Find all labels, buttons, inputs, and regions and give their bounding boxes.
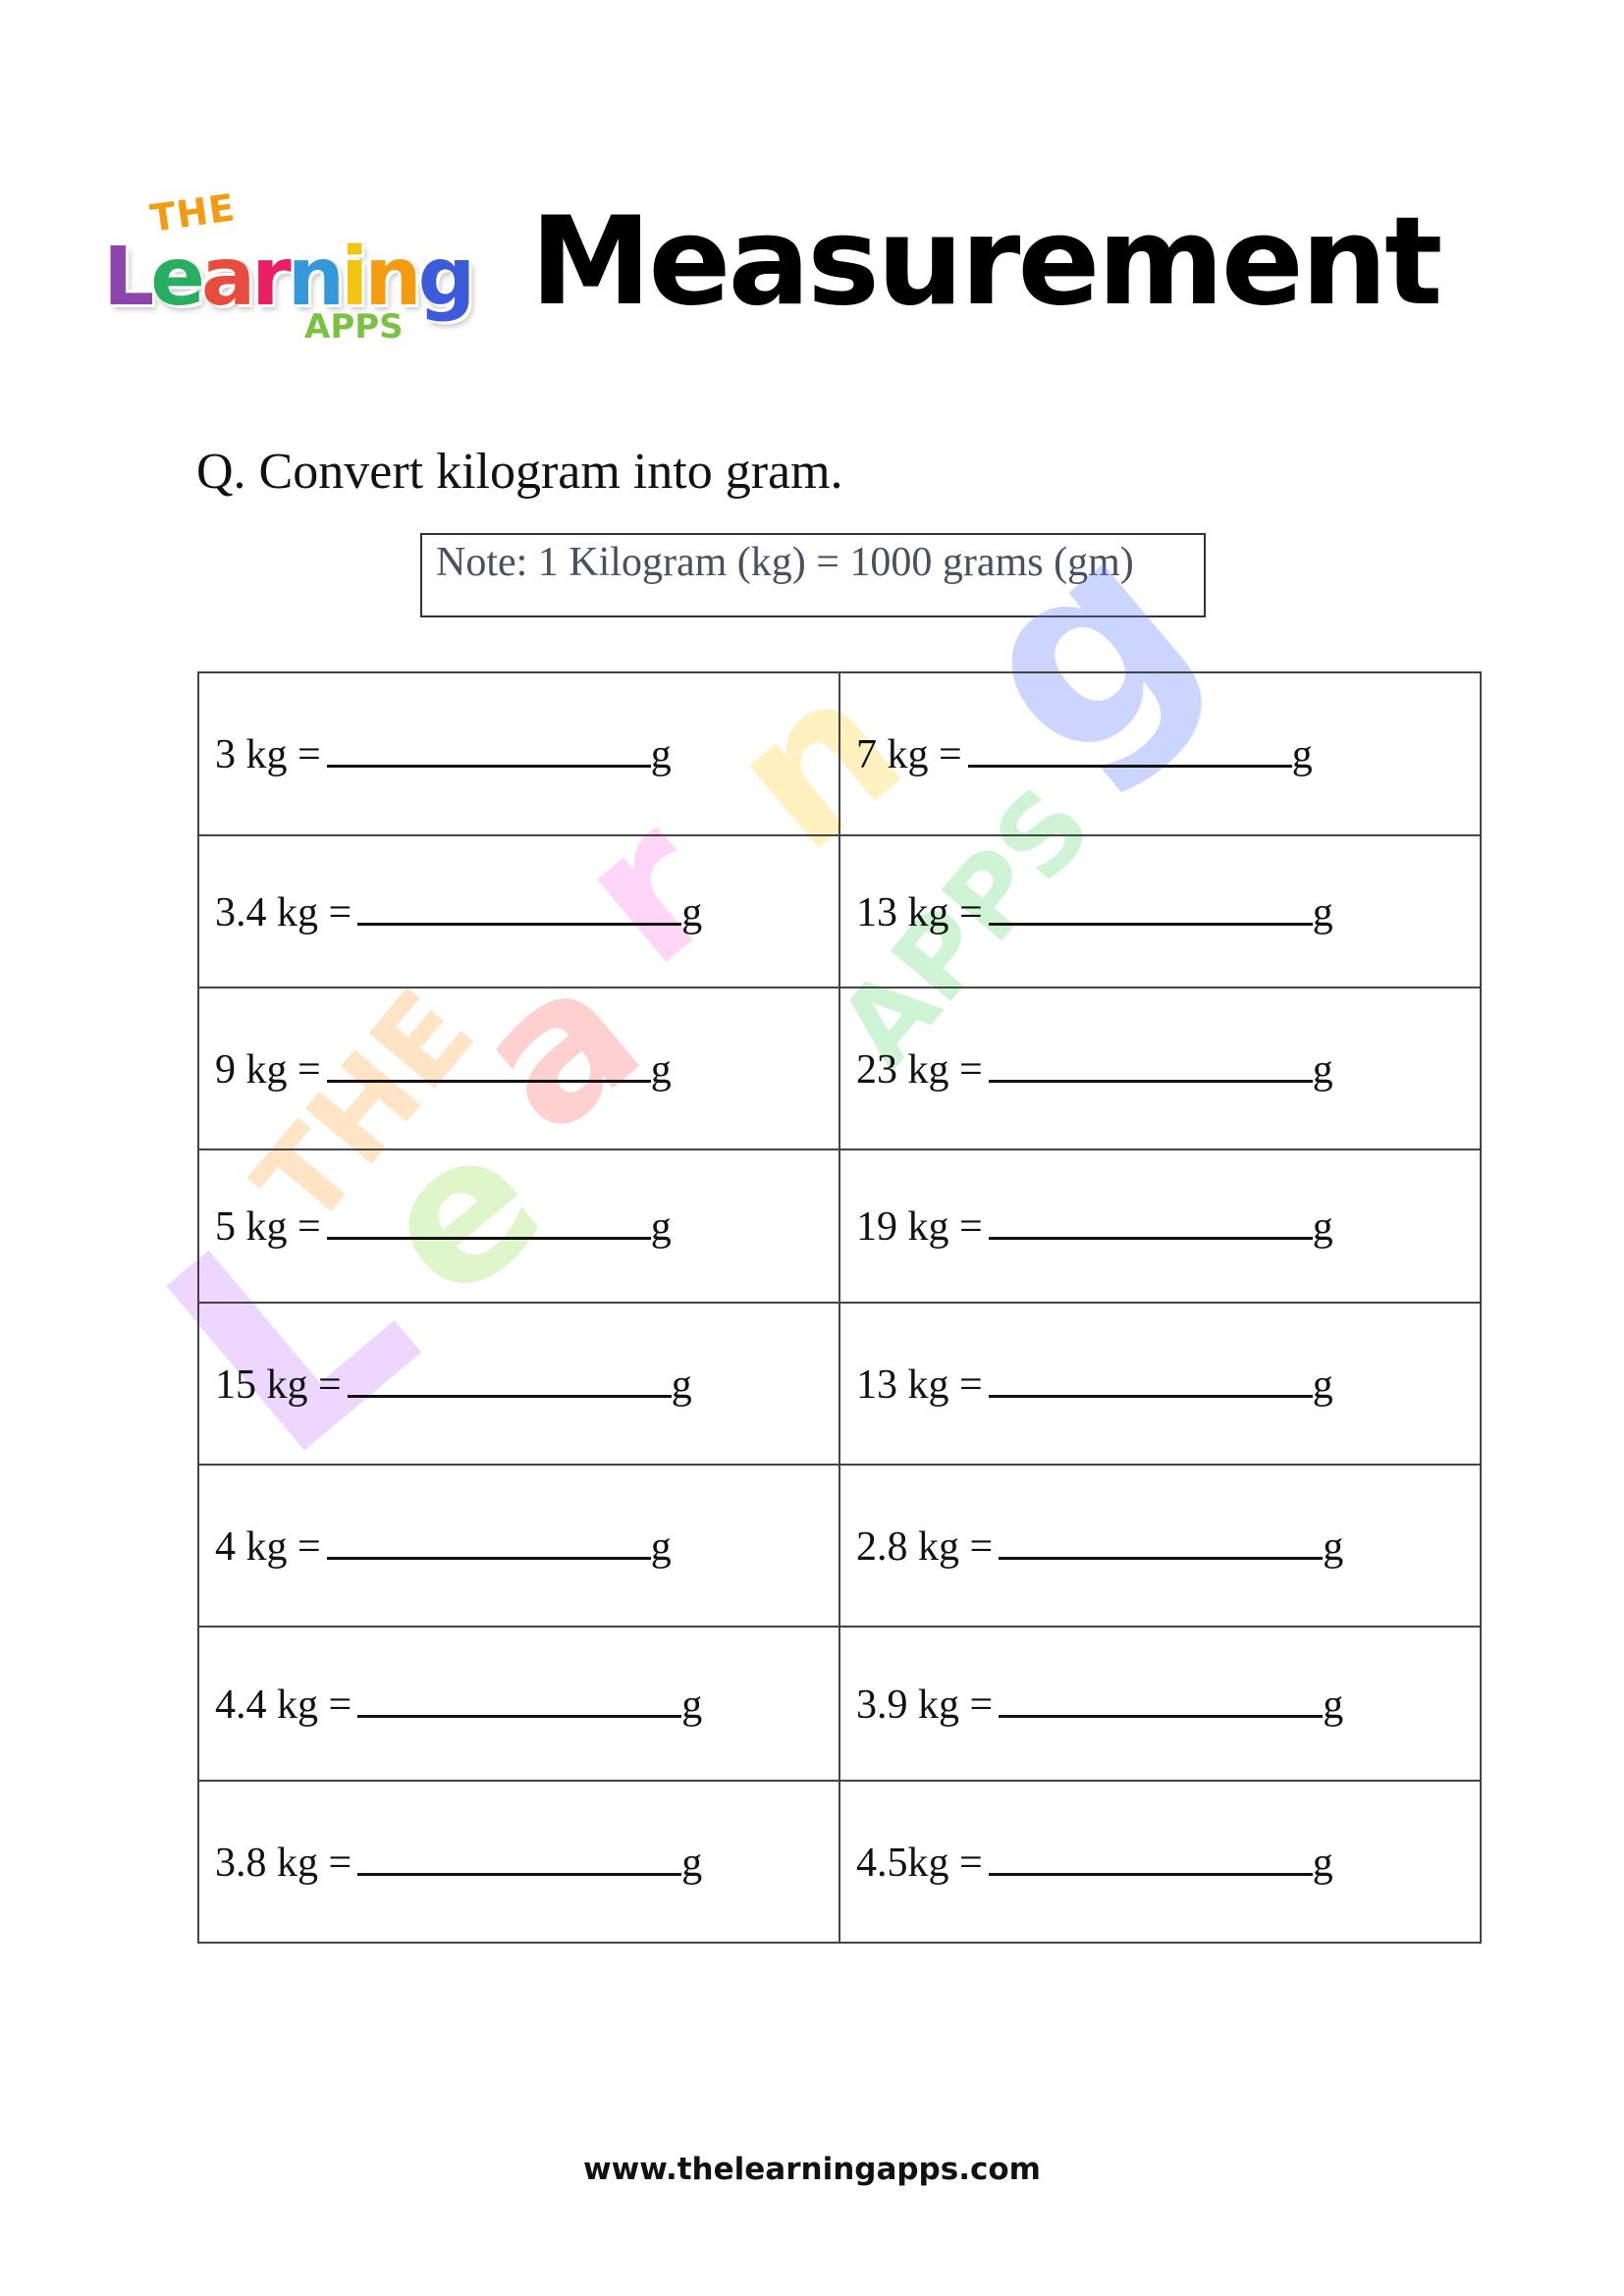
answer-blank[interactable] — [988, 1360, 1313, 1398]
unit-label: g — [1312, 1046, 1333, 1093]
logo-letter: n — [364, 231, 421, 324]
conversion-prompt: 3.9 kg = — [856, 1682, 994, 1728]
conversion-cell: 4.5kg = g — [839, 1780, 1482, 1944]
footer-url: www.thelearningapps.com — [583, 2152, 1041, 2187]
answer-blank[interactable] — [988, 1201, 1313, 1240]
logo-letter: n — [287, 231, 345, 324]
conversion-prompt: 15 kg = — [215, 1362, 342, 1408]
unit-label: g — [1312, 1840, 1333, 1886]
unit-label: g — [650, 1523, 672, 1570]
unit-label: g — [1312, 889, 1333, 935]
conversion-cell: 3 kg = g — [197, 671, 840, 836]
answer-blank[interactable] — [988, 887, 1313, 926]
unit-label: g — [1291, 732, 1313, 777]
conversion-cell: 3.4 kg = g — [197, 834, 840, 988]
question-text: Q. Convert kilogram into gram. — [196, 444, 843, 500]
conversion-prompt: 5 kg = — [215, 1204, 321, 1250]
answer-blank[interactable] — [326, 729, 651, 768]
logo-letter: L — [103, 231, 154, 324]
table-row: 3.8 kg = g 4.5kg = g — [197, 1780, 1482, 1944]
unit-label: g — [650, 1046, 672, 1093]
page-title: Measurement — [530, 191, 1442, 333]
answer-blank[interactable] — [988, 1838, 1313, 1876]
answer-blank[interactable] — [357, 887, 682, 926]
conversion-cell: 4.4 kg = g — [197, 1626, 840, 1782]
unit-label: g — [681, 1840, 703, 1886]
table-row: 4.4 kg = g 3.9 kg = g — [197, 1626, 1482, 1782]
table-row: 9 kg = g 23 kg = g — [197, 987, 1482, 1150]
conversion-prompt: 4.4 kg = — [215, 1682, 352, 1728]
unit-label: g — [1323, 1523, 1344, 1570]
note-box: Note: 1 Kilogram (kg) = 1000 grams (gm) — [420, 533, 1206, 617]
conversion-prompt: 9 kg = — [215, 1046, 321, 1093]
table-row: 3 kg = g 7 kg = g — [197, 671, 1482, 836]
answer-blank[interactable] — [326, 1044, 651, 1083]
conversion-cell: 7 kg = g — [839, 671, 1482, 836]
logo-apps: APPS — [304, 307, 404, 347]
conversion-cell: 19 kg = g — [839, 1148, 1482, 1304]
conversion-prompt: 19 kg = — [856, 1204, 983, 1250]
unit-label: g — [671, 1362, 692, 1408]
unit-label: g — [1312, 1362, 1333, 1408]
answer-blank[interactable] — [347, 1360, 672, 1398]
answer-blank[interactable] — [357, 1838, 682, 1876]
unit-label: g — [650, 1204, 672, 1250]
logo: THE Learning APPS — [103, 186, 476, 353]
note-text: Note: 1 Kilogram (kg) = 1000 grams (gm) — [436, 540, 1134, 585]
answer-blank[interactable] — [326, 1201, 651, 1240]
conversion-cell: 2.8 kg = g — [839, 1464, 1482, 1628]
table-row: 15 kg = g 13 kg = g — [197, 1302, 1482, 1466]
answer-blank[interactable] — [967, 729, 1292, 768]
table-row: 4 kg = g 2.8 kg = g — [197, 1464, 1482, 1628]
conversion-prompt: 4 kg = — [215, 1523, 321, 1570]
conversion-prompt: 13 kg = — [856, 889, 983, 935]
answer-blank[interactable] — [326, 1522, 651, 1560]
conversion-prompt: 4.5kg = — [856, 1840, 983, 1886]
logo-letter: g — [417, 231, 476, 324]
logo-letter: r — [251, 231, 292, 324]
answer-blank[interactable] — [357, 1680, 682, 1718]
conversion-cell: 13 kg = g — [839, 834, 1482, 988]
answer-blank[interactable] — [999, 1680, 1324, 1718]
conversion-cell: 15 kg = g — [197, 1302, 840, 1466]
unit-label: g — [681, 1682, 703, 1728]
conversion-cell: 4 kg = g — [197, 1464, 840, 1628]
conversion-cell: 5 kg = g — [197, 1148, 840, 1304]
unit-label: g — [1323, 1682, 1344, 1728]
answer-blank[interactable] — [999, 1522, 1324, 1560]
logo-word: Learning — [103, 231, 476, 324]
unit-label: g — [650, 732, 672, 777]
conversion-prompt: 23 kg = — [856, 1046, 983, 1093]
table-row: 5 kg = g 19 kg = g — [197, 1148, 1482, 1304]
conversion-prompt: 3.4 kg = — [215, 889, 352, 935]
conversion-cell: 13 kg = g — [839, 1302, 1482, 1466]
conversion-table: 3 kg = g 7 kg = g 3.4 kg = g 13 kg = g 9 kg = g 23… — [197, 671, 1482, 1944]
conversion-cell: 23 kg = g — [839, 987, 1482, 1150]
conversion-prompt: 2.8 kg = — [856, 1523, 994, 1570]
conversion-prompt: 7 kg = — [856, 732, 962, 777]
conversion-prompt: 3.8 kg = — [215, 1840, 352, 1886]
conversion-prompt: 3 kg = — [215, 732, 321, 777]
conversion-prompt: 13 kg = — [856, 1362, 983, 1408]
logo-letter: e — [150, 231, 205, 324]
unit-label: g — [1312, 1204, 1333, 1250]
conversion-cell: 9 kg = g — [197, 987, 840, 1150]
answer-blank[interactable] — [988, 1044, 1313, 1083]
conversion-cell: 3.8 kg = g — [197, 1780, 840, 1944]
unit-label: g — [681, 889, 703, 935]
logo-letter: i — [341, 231, 368, 324]
logo-letter: a — [200, 231, 255, 324]
table-row: 3.4 kg = g 13 kg = g — [197, 834, 1482, 988]
conversion-cell: 3.9 kg = g — [839, 1626, 1482, 1782]
